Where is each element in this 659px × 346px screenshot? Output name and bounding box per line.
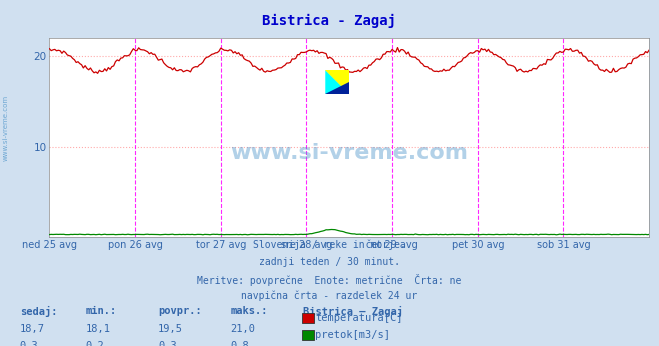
Polygon shape: [326, 82, 349, 94]
Text: 18,7: 18,7: [20, 324, 45, 334]
Text: 0,3: 0,3: [158, 341, 177, 346]
Text: Meritve: povprečne  Enote: metrične  Črta: ne: Meritve: povprečne Enote: metrične Črta:…: [197, 274, 462, 286]
Text: pretok[m3/s]: pretok[m3/s]: [315, 330, 390, 340]
Text: temperatura[C]: temperatura[C]: [315, 313, 403, 323]
Text: zadnji teden / 30 minut.: zadnji teden / 30 minut.: [259, 257, 400, 267]
Text: 21,0: 21,0: [231, 324, 256, 334]
Text: 0,3: 0,3: [20, 341, 38, 346]
Polygon shape: [326, 70, 349, 94]
Text: www.si-vreme.com: www.si-vreme.com: [230, 144, 469, 163]
Text: 19,5: 19,5: [158, 324, 183, 334]
Text: povpr.:: povpr.:: [158, 306, 202, 316]
Text: maks.:: maks.:: [231, 306, 268, 316]
Text: min.:: min.:: [86, 306, 117, 316]
Text: Slovenija / reke in morje.: Slovenija / reke in morje.: [253, 240, 406, 251]
Text: sedaj:: sedaj:: [20, 306, 57, 317]
Text: 18,1: 18,1: [86, 324, 111, 334]
Polygon shape: [326, 70, 349, 94]
Text: www.si-vreme.com: www.si-vreme.com: [2, 95, 9, 161]
Text: Bistrica - Zagaj: Bistrica - Zagaj: [262, 14, 397, 28]
Text: navpična črta - razdelek 24 ur: navpična črta - razdelek 24 ur: [241, 290, 418, 301]
Text: 0,2: 0,2: [86, 341, 104, 346]
Text: Bistrica – Zagaj: Bistrica – Zagaj: [303, 306, 403, 317]
Text: 0,8: 0,8: [231, 341, 249, 346]
